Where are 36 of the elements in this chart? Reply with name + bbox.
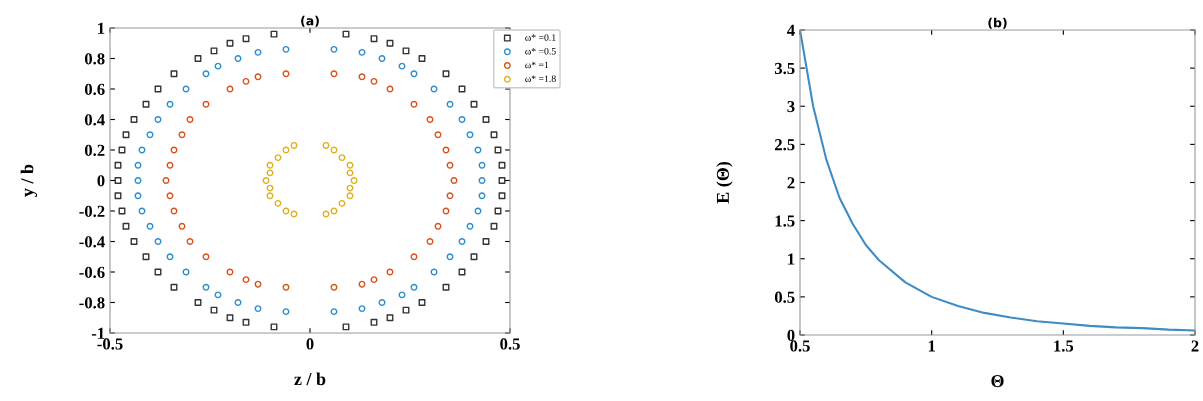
y-tick-label: 0.5 [774,291,795,303]
x-tick-label: 2 [1191,340,1199,352]
y-axis-title: y / b [20,164,38,197]
x-tick-label: 1.5 [1054,340,1074,352]
chart-title: (a) [301,15,319,27]
y-tick-label: 1 [98,22,105,34]
legend-label: ω* =1 [525,61,549,69]
x-tick-label: -0.5 [97,338,123,350]
y-tick-label: 4 [787,24,795,36]
y-tick-label: 1 [788,253,795,265]
x-tick-label: 0 [306,338,314,350]
y-tick-label: 0.8 [84,53,105,65]
y-tick-label: -0.4 [79,236,105,248]
y-tick-label: -0.6 [79,266,105,279]
y-tick-label: 3 [787,101,795,113]
legend-label: ω* =1.8 [525,75,556,82]
y-tick-label: -0.2 [79,205,105,218]
x-axis-title: Θ [991,374,1004,388]
y-tick-label: 3.5 [774,62,795,75]
y-tick-label: 1.5 [775,215,795,227]
x-tick-label: 1 [928,340,935,352]
y-tick-label: -0.8 [79,297,105,309]
x-tick-label: 0.5 [500,338,520,350]
y-tick-label: 0.4 [84,114,105,126]
y-axis-title: E (Θ) [716,161,733,204]
y-tick-label: -1 [91,327,105,339]
y-tick-label: 2.5 [775,139,795,151]
y-tick-label: 2 [787,177,795,189]
y-tick-label: 0 [97,175,105,187]
x-axis-title: z / b [294,372,326,386]
legend-label: ω* =0.1 [525,34,556,41]
chart-title: (b) [988,17,1007,29]
y-tick-label: 0.2 [84,144,105,157]
legend-label: ω* =0.5 [525,47,556,55]
y-tick-label: 0.6 [84,83,105,96]
y-tick-label: 0 [787,329,795,341]
